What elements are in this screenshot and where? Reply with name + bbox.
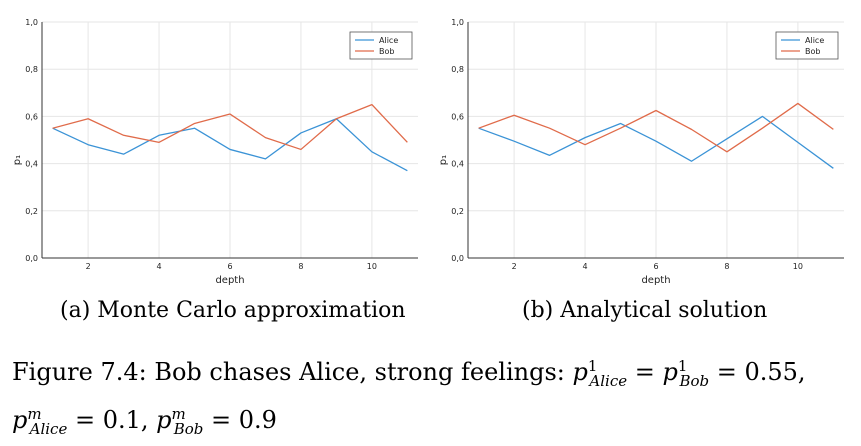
x-tick-label: 8 (724, 262, 729, 271)
x-tick-label: 6 (653, 262, 658, 271)
x-tick-label: 6 (227, 262, 232, 271)
legend-label-bob: Bob (379, 47, 394, 56)
y-tick-label: 0,4 (25, 160, 38, 169)
y-tick-label: 0,2 (25, 207, 38, 216)
y-tick-label: 0,0 (25, 254, 38, 263)
x-tick-label: 10 (793, 262, 803, 271)
subcaption-a: (a) Monte Carlo approximation (60, 298, 406, 323)
series-line-bob (52, 103, 408, 151)
y-tick-label: 0,0 (451, 254, 464, 263)
x-axis-label: depth (215, 275, 244, 286)
val-bob-m: 0.9 (238, 405, 277, 434)
x-tick-label: 10 (367, 262, 377, 271)
y-tick-label: 1,0 (25, 18, 38, 27)
x-tick-label: 2 (86, 262, 91, 271)
x-tick-label: 2 (512, 262, 517, 271)
legend-label-bob: Bob (805, 47, 820, 56)
series-line-alice (52, 118, 408, 172)
subcaption-b: (b) Analytical solution (522, 298, 768, 323)
chart-panel-a: 0,0 0,2 0,4 0,6 0,8 1,0 2 4 6 8 10 depth p₁ Alice Bob (12, 18, 418, 286)
x-tick-label: 8 (298, 262, 303, 271)
x-tick-label: 4 (583, 262, 588, 271)
y-tick-label: 0,6 (451, 112, 464, 121)
val-initial: 0.55 (744, 358, 798, 386)
p-bob-m: pmBob (156, 404, 204, 438)
y-tick-label: 1,0 (451, 18, 464, 27)
y-tick-label: 0,4 (451, 160, 464, 169)
legend-label-alice: Alice (379, 36, 398, 45)
y-axis-label: p₁ (438, 155, 449, 165)
y-tick-label: 0,8 (451, 65, 464, 74)
p-bob-1: p1Bob (662, 357, 710, 390)
p-alice-m: pmAlice (12, 404, 68, 438)
figure: 0,00,20,40,60,81,02 4 6 8 10depthp₁AliceBob0… (12, 18, 844, 286)
y-tick-label: 0,6 (25, 112, 38, 121)
x-tick-label: 4 (157, 262, 162, 271)
legend: Alice Bob (349, 31, 413, 60)
legend-box (775, 31, 839, 60)
y-axis-label: p₁ (12, 155, 23, 165)
chart-panel-b: 0,0 0,2 0,4 0,6 0,8 1,0 2 4 6 8 10 depth p₁ Alice Bob (438, 18, 844, 286)
val-alice-m: 0.1 (102, 405, 141, 434)
legend: Alice Bob (775, 31, 839, 60)
caption-prefix: Figure 7.4: Bob chases Alice, strong fee… (12, 358, 573, 386)
legend-label-alice: Alice (805, 36, 824, 45)
series-line-alice (478, 115, 834, 169)
y-tick-label: 0,8 (25, 65, 38, 74)
y-tick-label: 0,2 (451, 207, 464, 216)
x-axis-label: depth (641, 275, 670, 286)
series-line-bob (478, 102, 834, 153)
legend-box (349, 31, 413, 60)
p-alice-1: p1Alice (572, 357, 628, 390)
figure-caption: Figure 7.4: Bob chases Alice, strong fee… (12, 357, 806, 438)
